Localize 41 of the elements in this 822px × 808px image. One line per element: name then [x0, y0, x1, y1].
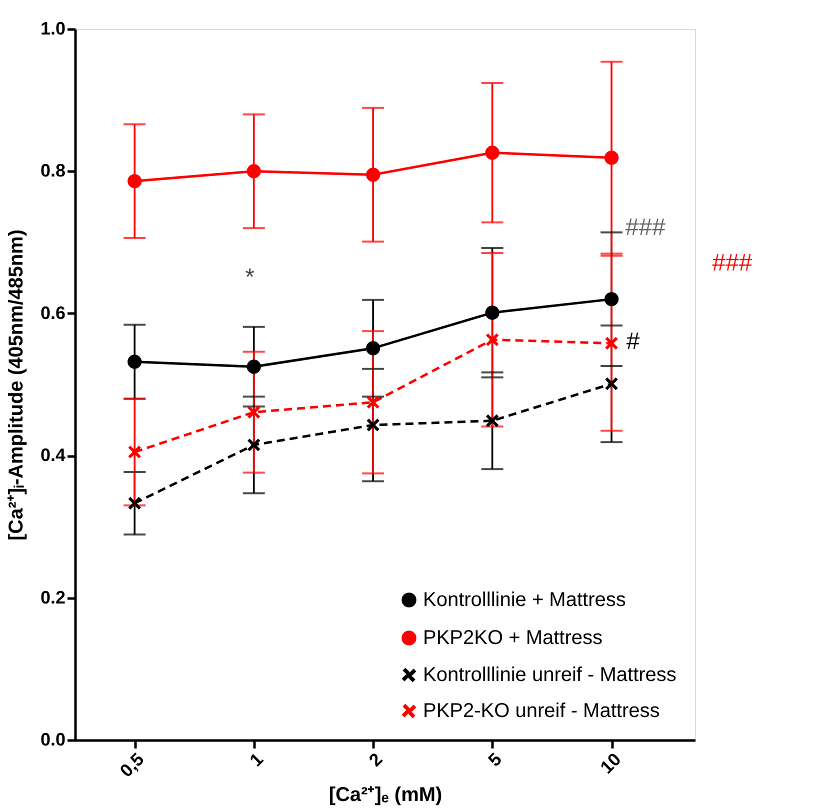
point [604, 150, 619, 165]
x-tick-label: 10 [596, 749, 625, 778]
y-tick-label: 0.6 [40, 302, 66, 323]
y-axis-title: [Ca²⁺]ᵢ-Amplitude (405nm/485nm) [5, 230, 28, 540]
legend-label: PKP2KO + Mattress [423, 627, 603, 649]
point [605, 336, 618, 350]
point [246, 360, 261, 374]
y-tick-label: 0.4 [40, 445, 66, 466]
point [604, 292, 619, 306]
legend-label: Kontrolllinie + Mattress [423, 589, 626, 611]
text: ### [712, 250, 753, 277]
point [485, 146, 500, 160]
annotation: * [245, 264, 255, 291]
y-tick-label: 0.8 [40, 160, 66, 181]
y-tick-label: 0.0 [40, 730, 66, 750]
point [128, 354, 142, 369]
point [366, 418, 380, 432]
point [486, 414, 499, 428]
point [366, 341, 380, 356]
x-tick-label: 2 [365, 749, 386, 770]
x-tick-label: 5 [484, 749, 506, 770]
point [246, 164, 261, 178]
point [486, 333, 499, 346]
y-tick-label: 0.2 [40, 587, 66, 608]
annotation: # [626, 328, 640, 355]
legend-label: Kontrolllinie unreif - Mattress [423, 664, 676, 686]
point [247, 438, 260, 452]
point [366, 168, 380, 182]
x-tick-label: 0,5 [116, 749, 148, 781]
point [485, 306, 500, 320]
x-tick-label: 1 [246, 749, 268, 770]
x-axis-title: [Ca²⁺]ₑ (mM) [328, 784, 442, 806]
point [128, 446, 141, 458]
annotation: ### [625, 214, 666, 242]
point [247, 406, 260, 419]
point [366, 396, 380, 409]
point [128, 174, 142, 188]
y-tick-label: 1.0 [40, 18, 66, 38]
point [128, 496, 141, 510]
point [605, 377, 618, 390]
legend-label: PKP2-KO unreif - Mattress [423, 700, 660, 722]
